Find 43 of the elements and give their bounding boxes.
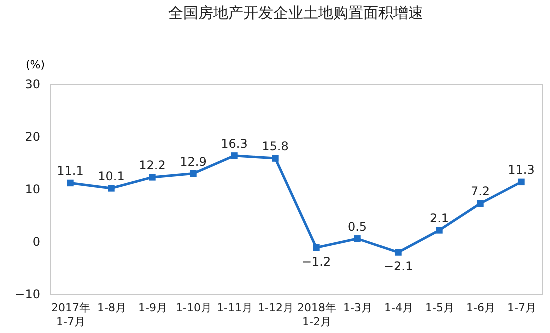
data-label: 11.1 <box>57 164 84 178</box>
point <box>354 236 361 242</box>
y-tick-label: 30 <box>25 78 40 92</box>
x-tick-label: 1-10月 <box>176 302 212 314</box>
point <box>477 200 484 208</box>
point <box>436 227 443 234</box>
x-tick-label: 1-4月 <box>384 302 414 314</box>
point <box>231 152 238 160</box>
data-label: 12.9 <box>180 154 207 169</box>
y-tick-label: 10 <box>25 182 40 196</box>
y-tick-label: 0 <box>32 235 40 249</box>
point <box>272 155 279 162</box>
data-label: 11.3 <box>508 163 535 178</box>
y-axis-title: (%) <box>26 58 46 72</box>
data-label: 16.3 <box>221 136 248 151</box>
x-tick-label: 1-8月 <box>98 302 126 314</box>
y-tick-label: 20 <box>25 130 40 144</box>
chart-title: 全国房地产开发企业土地购置面积增速 <box>168 4 424 22</box>
x-tick-label: 1-9月 <box>138 302 168 314</box>
data-label: 15.8 <box>262 140 289 154</box>
x-tick-label: 1-7月 <box>508 302 536 314</box>
data-label: 0.5 <box>348 220 368 234</box>
x-tick-label: 1-12月 <box>258 302 294 314</box>
data-label: 10.1 <box>98 169 125 184</box>
x-tick-label: 1-6月 <box>466 302 496 314</box>
point <box>190 170 197 178</box>
point <box>395 249 402 256</box>
x-tick-label: 1-5月 <box>426 302 454 314</box>
x-tick-label: 1-3月 <box>344 302 372 314</box>
point <box>108 185 115 192</box>
x-tick-label: 1-11月 <box>217 302 253 314</box>
x-tick-label: 2017年 1-7月 <box>52 302 90 328</box>
point <box>518 178 525 186</box>
data-label: 12.2 <box>139 158 166 172</box>
data-label: −1.2 <box>302 254 332 269</box>
data-label: −2.1 <box>384 260 414 274</box>
data-label: 2.1 <box>430 211 450 226</box>
point <box>149 174 156 181</box>
data-label: 7.2 <box>470 184 490 199</box>
point <box>67 180 74 187</box>
point <box>313 244 320 252</box>
x-tick-label: 2018年 1-2月 <box>298 302 336 328</box>
y-tick-label: −10 <box>15 288 40 302</box>
